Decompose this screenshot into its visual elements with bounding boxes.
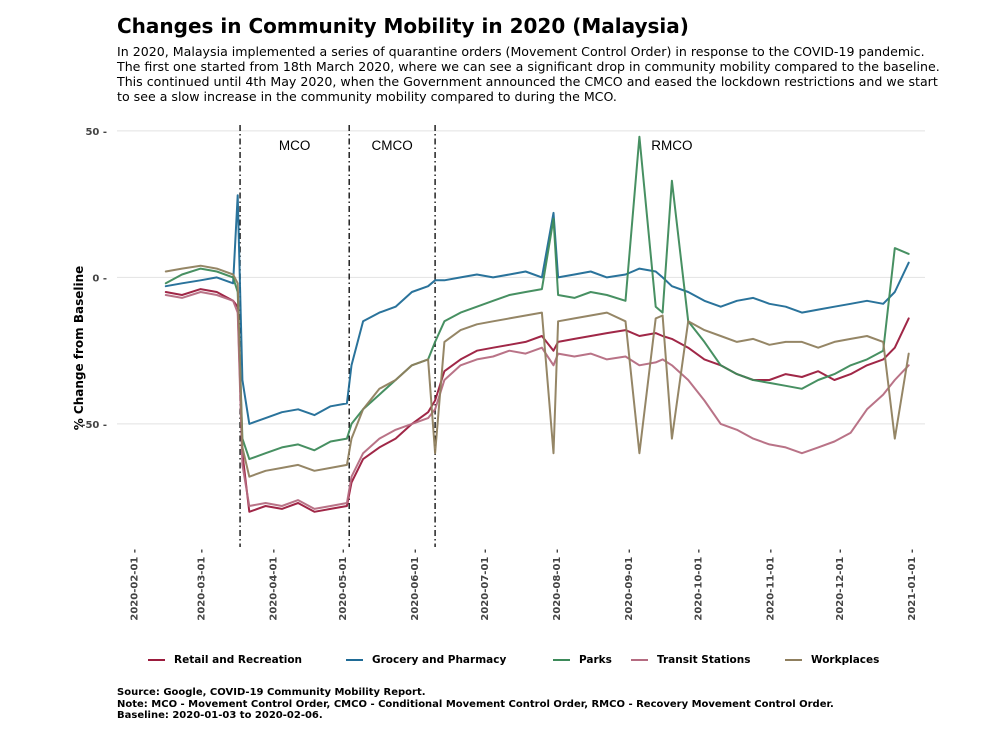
series-line-parks <box>164 135 910 461</box>
legend-swatch-transit <box>631 659 648 661</box>
y-axis-label: % Change from Baseline <box>72 265 86 431</box>
x-tick-label: 2020-07-01 - <box>480 549 491 621</box>
legend-item-transit[interactable]: Transit Stations <box>631 654 751 666</box>
legend-item-workplaces[interactable]: Workplaces <box>785 654 879 666</box>
x-tick-label: 2020-02-01 - <box>129 549 140 621</box>
x-tick-label: 2020-04-01 - <box>269 549 280 621</box>
subtitle-line: This continued until 4th May 2020, when … <box>117 74 938 89</box>
x-tick-label: 2020-06-01 - <box>410 549 421 621</box>
legend-swatch-retail <box>148 659 165 661</box>
chart-caption: Source: Google, COVID-19 Community Mobil… <box>117 687 834 722</box>
y-tick-label: -50 - <box>81 420 107 431</box>
legend: Retail and Recreation Grocery and Pharma… <box>148 654 908 674</box>
legend-label-transit: Transit Stations <box>657 654 751 666</box>
series-line-retail-and-recreation <box>164 288 910 513</box>
caption-source: Source: Google, COVID-19 Community Mobil… <box>117 687 426 698</box>
series-line-transit-stations <box>164 291 910 510</box>
y-tick-label: 50 - <box>85 127 107 138</box>
subtitle-line: to see a slow increase in the community … <box>117 89 617 104</box>
x-tick-label: 2020-08-01 - <box>552 549 563 621</box>
legend-item-grocery[interactable]: Grocery and Pharmacy <box>346 654 506 666</box>
caption-baseline: Baseline: 2020-01-03 to 2020-02-06. <box>117 710 323 721</box>
legend-item-retail[interactable]: Retail and Recreation <box>148 654 302 666</box>
x-tick-label: 2020-09-01 - <box>624 549 635 621</box>
legend-swatch-parks <box>553 659 570 661</box>
legend-label-workplaces: Workplaces <box>811 654 880 666</box>
phase-label: MCO <box>279 138 311 153</box>
x-tick-label: 2020-03-01 - <box>197 549 208 621</box>
chart-title: Changes in Community Mobility in 2020 (M… <box>117 14 689 38</box>
series-line-workplaces <box>164 264 910 478</box>
subtitle-line: The first one started from 18th March 20… <box>117 59 940 74</box>
x-tick-label: 2020-12-01 - <box>835 549 846 621</box>
subtitle-line: In 2020, Malaysia implemented a series o… <box>117 44 925 59</box>
legend-label-retail: Retail and Recreation <box>174 654 303 666</box>
legend-label-parks: Parks <box>579 654 612 666</box>
legend-item-parks[interactable]: Parks <box>553 654 612 666</box>
phase-label: RMCO <box>651 138 692 153</box>
legend-swatch-grocery <box>346 659 363 661</box>
y-tick-label: 0 - <box>92 273 107 284</box>
legend-label-grocery: Grocery and Pharmacy <box>372 654 507 666</box>
series-line-grocery-and-pharmacy <box>164 194 910 425</box>
x-tick-label: 2020-05-01 - <box>338 549 349 621</box>
phase-label: CMCO <box>372 138 413 153</box>
caption-note: Note: MCO - Movement Control Order, CMCO… <box>117 698 834 710</box>
x-tick-label: 2020-11-01 - <box>765 549 776 621</box>
legend-swatch-workplaces <box>785 659 802 661</box>
x-tick-label: 2021-01-01 - <box>907 549 918 621</box>
x-tick-label: 2020-10-01 - <box>693 549 704 621</box>
chart-subtitle: In 2020, Malaysia implemented a series o… <box>117 44 997 104</box>
